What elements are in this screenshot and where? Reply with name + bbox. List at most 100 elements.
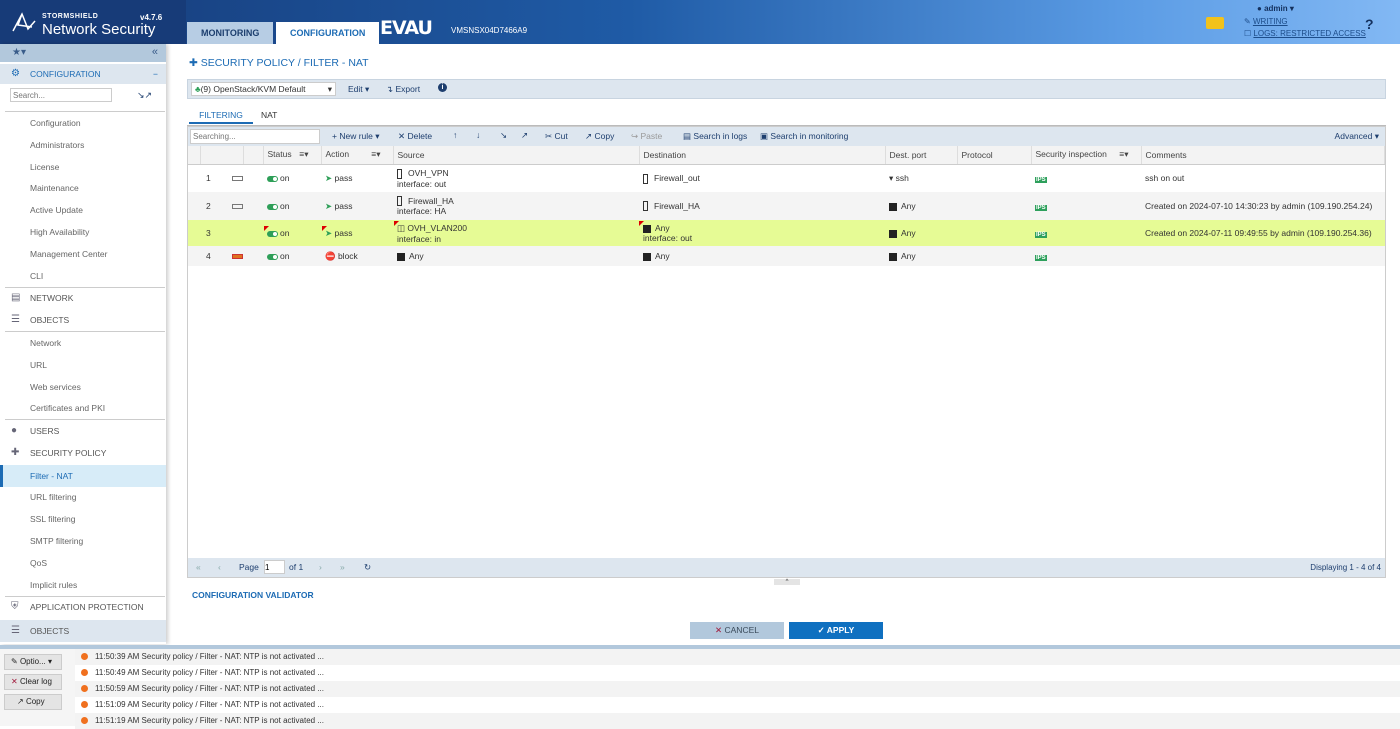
advanced-button[interactable]: Advanced ▾ [1334, 131, 1379, 141]
source-cell[interactable]: Any [393, 246, 639, 266]
sidebar-section-objects[interactable]: ☰ OBJECTS [0, 310, 166, 330]
destination-cell[interactable]: Firewall_HA [639, 192, 885, 220]
sidebar-item-maintenance[interactable]: Maintenance [30, 183, 79, 193]
expand-all-icon[interactable]: ↗ [521, 130, 529, 140]
sidebar-item-network[interactable]: Network [30, 338, 62, 348]
source-cell[interactable]: Firewall_HA interface: HA [393, 192, 639, 220]
tab-filtering[interactable]: FILTERING [189, 110, 253, 124]
writing-link[interactable]: ✎ WRITING [1244, 16, 1288, 26]
update-status-icon[interactable] [1206, 17, 1224, 29]
source-cell[interactable]: OVH_VPN interface: out [393, 164, 639, 192]
sidebar-section-users[interactable]: ● USERS [0, 421, 166, 441]
dest-port-cell[interactable]: ▾ ssh [885, 164, 957, 192]
tab-configuration[interactable]: CONFIGURATION [276, 22, 380, 44]
protocol-cell[interactable] [957, 220, 1031, 246]
col-header-action[interactable]: Action ≡▾ [321, 146, 394, 165]
page-input[interactable] [264, 560, 285, 574]
move-down-button[interactable]: ↓ [476, 130, 481, 140]
inspection-cell[interactable]: IPS [1031, 192, 1141, 220]
export-button[interactable]: ↴ Export [386, 84, 420, 95]
filter-icon[interactable]: ≡▾ [1119, 149, 1129, 160]
destination-cell[interactable]: Any interface: out [639, 220, 885, 246]
protocol-cell[interactable] [957, 164, 1031, 192]
table-row[interactable]: 1 on ➤ pass OVH_VPN interface: out Firewa… [188, 164, 1385, 192]
search-in-logs-button[interactable]: ▤ Search in logs [683, 131, 747, 142]
next-page-button[interactable]: › [319, 562, 322, 572]
sidebar-item-administrators[interactable]: Administrators [30, 140, 85, 150]
help-button[interactable]: ? [1365, 16, 1374, 32]
status-toggle[interactable]: on [263, 192, 321, 220]
sidebar-item-active-update[interactable]: Active Update [30, 205, 83, 215]
tab-monitoring[interactable]: MONITORING [187, 22, 274, 44]
col-header-destination[interactable]: Destination [639, 146, 886, 165]
dest-port-cell[interactable]: Any [885, 192, 957, 220]
col-header-status[interactable]: Status ≡▾ [263, 146, 322, 165]
move-up-button[interactable]: ↑ [453, 130, 458, 140]
inspection-cell[interactable]: IPS [1031, 246, 1141, 266]
cancel-button[interactable]: ✕ CANCEL [690, 622, 784, 639]
sidebar-search-input[interactable] [10, 88, 112, 102]
destination-cell[interactable]: Firewall_out [639, 164, 885, 192]
sidebar-item-qos[interactable]: QoS [30, 558, 48, 568]
sidebar-item-filter-nat[interactable]: Filter - NAT [0, 465, 166, 487]
sidebar-item-license[interactable]: License [30, 162, 60, 172]
info-icon[interactable]: i [438, 83, 447, 92]
sidebar-item-web-services[interactable]: Web services [30, 382, 81, 392]
inspection-cell[interactable]: IPS [1031, 220, 1141, 246]
sidebar-item-certificates[interactable]: Certificates and PKI [30, 403, 106, 413]
action-cell[interactable]: ➤ pass [321, 220, 393, 246]
action-cell[interactable]: ➤ pass [321, 164, 393, 192]
log-entry[interactable]: 11:50:59 AM Security policy / Filter - N… [75, 681, 1400, 697]
tab-nat[interactable]: NAT [261, 110, 278, 120]
sidebar-section-application-protection[interactable]: ⛨ APPLICATION PROTECTION [0, 597, 166, 617]
collapse-icon[interactable]: − [153, 69, 158, 79]
table-row-selected[interactable]: 3 on ➤ pass ◫ OVH_VLAN200 interface: in A… [188, 220, 1385, 246]
table-row[interactable]: 2 on ➤ pass Firewall_HA interface: HA Fir… [188, 192, 1385, 220]
rules-search-input[interactable] [190, 129, 320, 144]
last-page-button[interactable]: » [340, 562, 345, 572]
comment-cell[interactable]: ssh on out [1145, 173, 1185, 184]
search-in-monitoring-button[interactable]: ▣ Search in monitoring [760, 131, 848, 142]
prev-page-button[interactable]: ‹ [218, 562, 221, 572]
collapse-all-icon[interactable]: ↘ [500, 130, 508, 140]
status-toggle[interactable]: on [263, 246, 321, 266]
protocol-cell[interactable] [957, 192, 1031, 220]
logs-access-link[interactable]: ☐ LOGS: RESTRICTED ACCESS [1244, 28, 1366, 38]
star-icon[interactable]: ★▾ [12, 47, 26, 58]
protocol-cell[interactable] [957, 246, 1031, 266]
col-header-protocol[interactable]: Protocol [957, 146, 1032, 165]
configuration-validator-link[interactable]: CONFIGURATION VALIDATOR [192, 590, 314, 600]
col-header-dest-port[interactable]: Dest. port [885, 146, 958, 165]
user-menu[interactable]: ● admin ▾ [1257, 4, 1294, 13]
collapse-sidebar-icon[interactable]: « [151, 46, 158, 58]
clear-log-button[interactable]: ✕ Clear log [4, 674, 62, 690]
col-header-security-inspection[interactable]: Security inspection ≡▾ [1031, 146, 1142, 165]
comment-cell[interactable]: Created on 2024-07-11 09:49:55 by admin … [1145, 228, 1372, 238]
destination-cell[interactable]: Any [639, 246, 885, 266]
collapse-all-icon[interactable]: ↘↗ [137, 90, 153, 100]
edit-button[interactable]: Edit ▾ [348, 84, 370, 94]
sidebar-item-smtp-filtering[interactable]: SMTP filtering [30, 536, 84, 546]
sidebar-section-security-policy[interactable]: ✚ SECURITY POLICY [0, 443, 166, 463]
sidebar-item-management-center[interactable]: Management Center [30, 249, 108, 259]
comment-cell[interactable]: Created on 2024-07-10 14:30:23 by admin … [1145, 201, 1373, 211]
collapse-handle[interactable]: ^ [774, 579, 800, 585]
sidebar-item-url-filtering[interactable]: URL filtering [30, 492, 77, 502]
sidebar-section-network[interactable]: ▤ NETWORK [0, 288, 166, 308]
table-row[interactable]: 4 on ⛔ block Any Any Any IPS [188, 246, 1385, 266]
action-cell[interactable]: ⛔ block [321, 246, 393, 266]
status-toggle[interactable]: on [263, 220, 321, 246]
sidebar-item-high-availability[interactable]: High Availability [30, 227, 90, 237]
sidebar-item-url[interactable]: URL [30, 360, 48, 370]
first-page-button[interactable]: « [196, 562, 201, 572]
dest-port-cell[interactable]: Any [885, 220, 957, 246]
log-entry[interactable]: 11:51:09 AM Security policy / Filter - N… [75, 697, 1400, 713]
action-cell[interactable]: ➤ pass [321, 192, 393, 220]
paste-button[interactable]: ↪ Paste [631, 131, 662, 142]
col-header-source[interactable]: Source [393, 146, 640, 165]
source-cell[interactable]: ◫ OVH_VLAN200 interface: in [393, 220, 639, 246]
policy-select[interactable]: ♣(9) OpenStack/KVM Default ▾ [191, 82, 336, 96]
inspection-cell[interactable]: IPS [1031, 164, 1141, 192]
sidebar-item-implicit-rules[interactable]: Implicit rules [30, 580, 78, 590]
copy-log-button[interactable]: ↗ Copy [4, 694, 62, 710]
